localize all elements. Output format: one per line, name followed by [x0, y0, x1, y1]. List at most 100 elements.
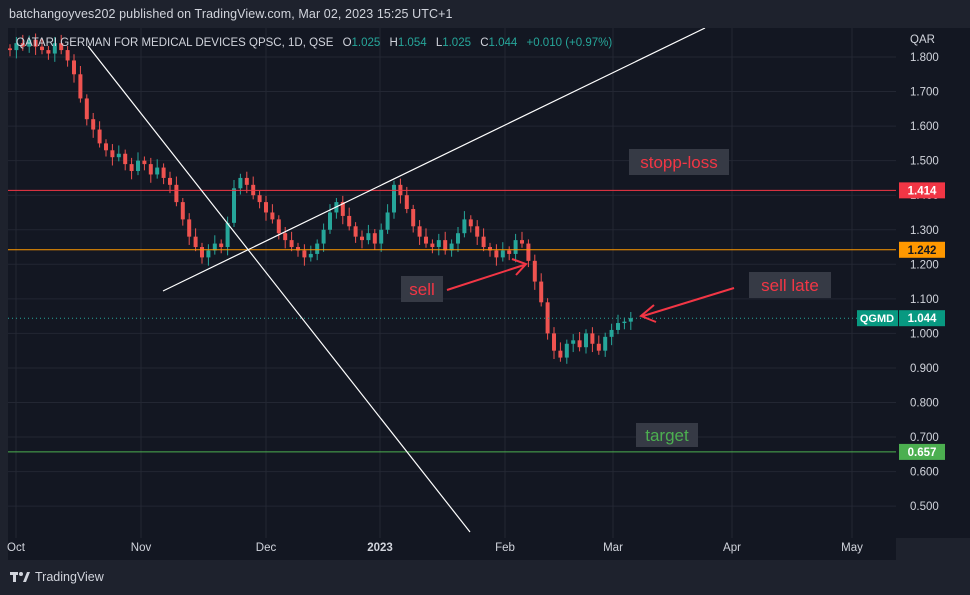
y-tick-label: 0.500 — [910, 501, 939, 513]
candle-body — [436, 240, 441, 248]
candle-body — [59, 43, 64, 51]
change-value: +0.010 (+0.97%) — [527, 37, 613, 49]
candle-body — [52, 43, 57, 54]
x-tick-label: May — [841, 542, 863, 554]
candle-body — [161, 167, 166, 178]
time-axis[interactable] — [8, 538, 896, 560]
open-value: 1.025 — [352, 37, 381, 49]
candle-body — [40, 46, 44, 51]
candle-body — [532, 260, 537, 282]
candle-body — [315, 243, 320, 254]
sell-annotation[interactable]: sell — [401, 258, 528, 302]
tradingview-logo[interactable]: TradingView — [10, 570, 104, 584]
candle-body — [360, 236, 364, 241]
sell-late-annotation[interactable]: sell late — [639, 272, 831, 323]
candle-body — [123, 153, 128, 165]
sell-late-text: sell late — [761, 276, 819, 295]
candle-body — [404, 195, 409, 210]
stop-loss-text: stopp-loss — [640, 153, 717, 172]
candle-body — [552, 333, 556, 351]
last-price-value: 1.044 — [908, 313, 937, 325]
candle-body — [302, 250, 307, 258]
x-tick-labels: Oct Nov Dec 2023 Feb Mar Apr May — [7, 542, 863, 554]
stop-loss-price-tag: 1.414 — [899, 182, 945, 199]
candle-body — [545, 302, 550, 334]
candle-body — [584, 333, 588, 348]
candle-body — [116, 153, 121, 158]
candle-body — [462, 219, 467, 234]
candle-body — [264, 202, 268, 213]
candle-body — [91, 119, 96, 130]
chart-pane[interactable] — [8, 28, 896, 538]
candle-body — [296, 247, 300, 251]
candle-body — [72, 60, 76, 75]
candle-body — [110, 150, 115, 158]
symbol-legend[interactable]: QATARI GERMAN FOR MEDICAL DEVICES QPSC, … — [16, 37, 612, 49]
candle-body — [430, 243, 435, 248]
symbol-name: QATARI GERMAN FOR MEDICAL DEVICES QPSC, … — [16, 37, 334, 49]
candle-body — [20, 43, 25, 47]
candle-body — [328, 212, 332, 230]
ascending-trend-line[interactable] — [162, 28, 706, 292]
y-tick-label: 1.600 — [910, 121, 939, 133]
candle-body — [206, 250, 211, 258]
sell-arrow-head — [511, 258, 528, 276]
y-tick-label: 0.700 — [910, 432, 939, 444]
currency-label: QAR — [910, 34, 935, 46]
candle-body — [84, 98, 89, 120]
candle-body — [78, 74, 83, 99]
target-label[interactable]: target — [636, 423, 698, 447]
candle-body — [596, 343, 601, 351]
candle-body — [142, 160, 147, 165]
candle-body — [468, 219, 473, 227]
candle-body — [276, 219, 281, 234]
x-tick-label: Dec — [256, 542, 277, 554]
last-price-tag: QGMD 1.044 — [857, 310, 945, 327]
candle-body — [308, 253, 313, 258]
candle-body — [564, 343, 569, 358]
candle-body — [616, 323, 620, 330]
candle-body — [500, 250, 505, 258]
candle-body — [97, 129, 102, 144]
candle-body — [520, 240, 524, 244]
y-tick-label: 1.100 — [910, 294, 939, 306]
price-chart[interactable]: 1.8001.7001.6001.5001.4001.3001.2001.100… — [0, 28, 970, 560]
candle-body — [33, 39, 38, 47]
x-tick-label: Apr — [723, 542, 741, 554]
candle-body — [225, 222, 230, 248]
descending-trend-line[interactable] — [87, 45, 471, 533]
stop-loss-value: 1.414 — [908, 185, 937, 197]
x-tick-label: 2023 — [367, 542, 393, 554]
tradingview-logo-icon — [10, 572, 30, 582]
candle-body — [526, 243, 531, 261]
candle-body — [340, 202, 345, 216]
candle-body — [155, 167, 160, 175]
sell-late-arrow-head — [639, 304, 657, 323]
candle-body — [212, 243, 217, 251]
candle-body — [14, 43, 19, 51]
y-tick-label: 1.800 — [910, 52, 939, 64]
candle-body — [174, 184, 179, 203]
tradingview-brand: TradingView — [35, 570, 104, 584]
candle-body — [321, 229, 326, 244]
candle-body — [385, 212, 390, 230]
entry-value: 1.242 — [908, 245, 937, 257]
target-text: target — [645, 426, 689, 445]
y-tick-label: 1.000 — [910, 328, 939, 340]
publisher-line: batchangoyves202 published on TradingVie… — [9, 7, 453, 21]
candle-body — [193, 236, 198, 248]
candle-body — [411, 209, 416, 227]
y-tick-label: 0.800 — [910, 398, 939, 410]
candle-body — [219, 243, 224, 248]
candle-body — [379, 229, 384, 244]
candle-body — [513, 240, 518, 254]
candle-body — [347, 215, 352, 227]
stop-loss-label[interactable]: stopp-loss — [629, 149, 729, 175]
sell-late-arrow — [642, 287, 735, 317]
candle-body — [417, 226, 422, 237]
candle-body — [148, 164, 153, 175]
price-axis[interactable] — [896, 28, 970, 538]
x-tick-label: Feb — [495, 542, 515, 554]
candle-body — [283, 233, 288, 241]
candle-body — [289, 240, 294, 248]
